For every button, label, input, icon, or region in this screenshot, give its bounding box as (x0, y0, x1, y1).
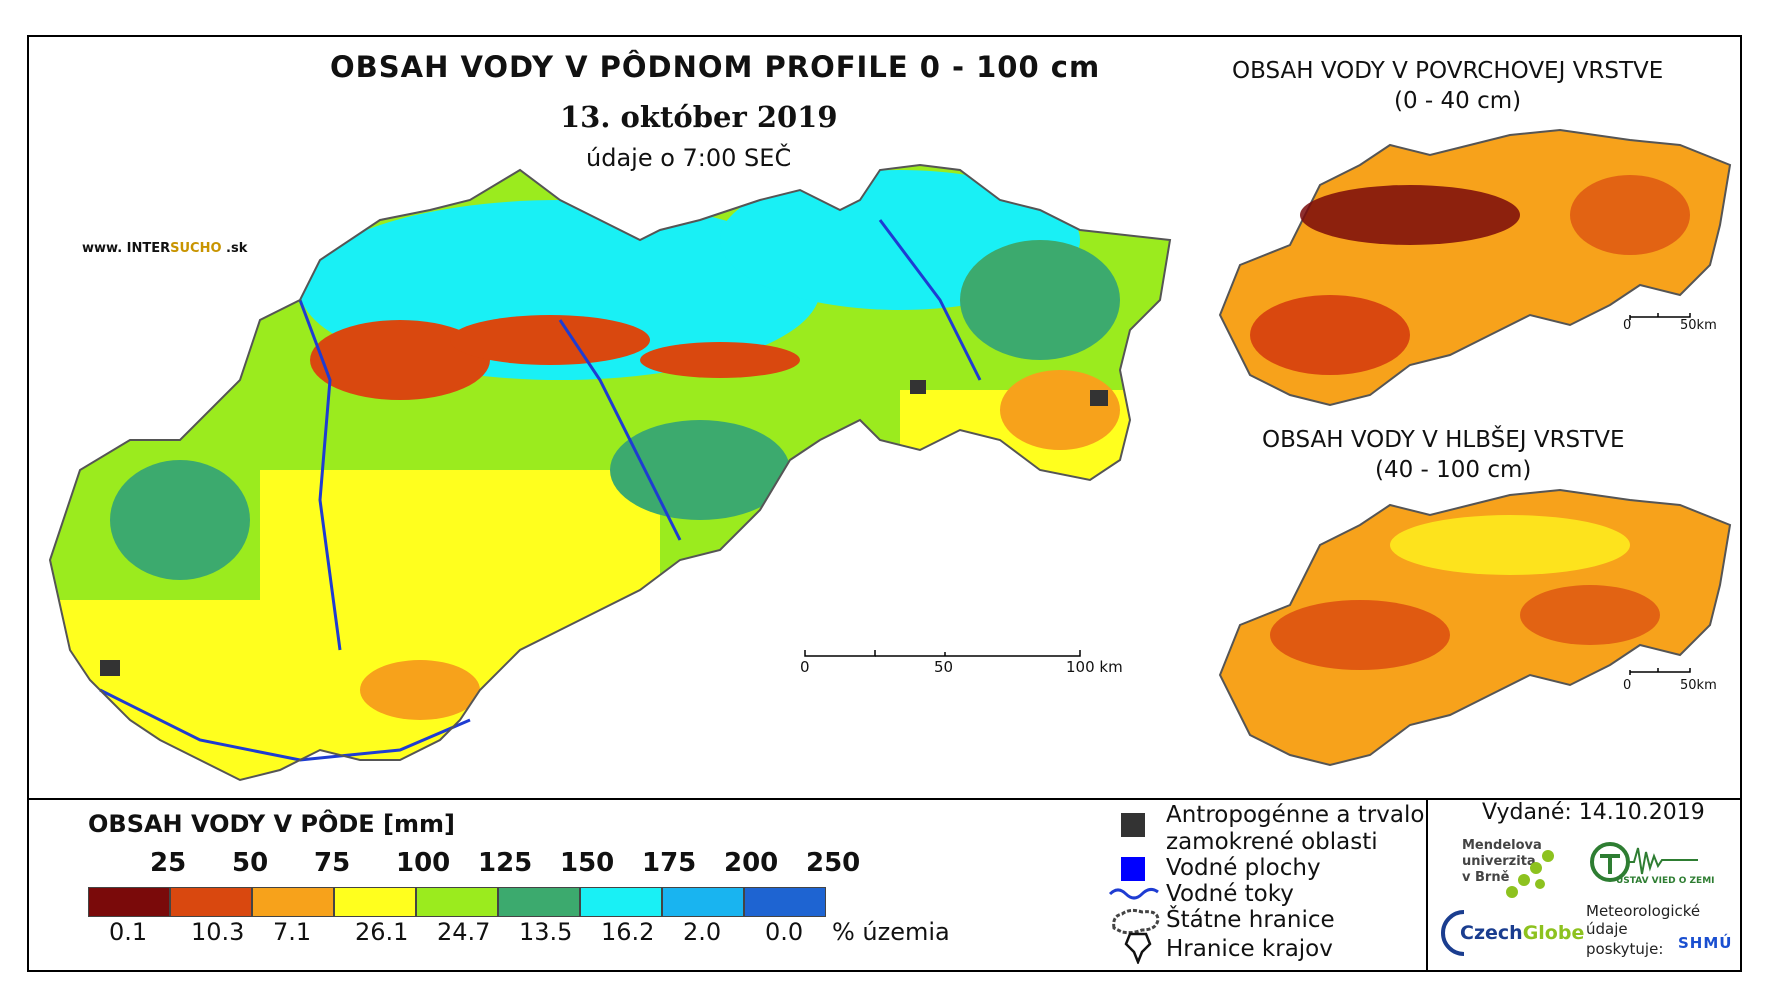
legend-class-percent: 0.0 (765, 918, 804, 946)
legend-class-swatch (334, 887, 416, 917)
legend-class-swatch (662, 887, 744, 917)
legend-tick-label: 200 (724, 848, 779, 878)
legend-tick-label: 100 (396, 848, 451, 878)
legend-tick-label: 25 (150, 848, 187, 878)
mendel-logo-icon (1506, 850, 1554, 898)
legend-rivers: Vodné toky (1166, 881, 1294, 907)
legend-urban-line2: zamokrené oblasti (1166, 829, 1378, 855)
state-border-icon (1112, 908, 1160, 935)
legend-water-bodies: Vodné plochy (1166, 855, 1321, 881)
map-title: OBSAH VODY V PÔDNOM PROFILE 0 - 100 cm (330, 50, 1101, 84)
legend-class-percent: 13.5 (519, 918, 573, 946)
legend-tick-label: 150 (560, 848, 615, 878)
scale-label-50: 50 (934, 658, 954, 676)
legend-class-percent: 0.1 (109, 918, 148, 946)
inset-bottom-scale-0: 0 (1623, 678, 1632, 693)
legend-tick-label: 250 (806, 848, 861, 878)
website-suffix: .sk (221, 241, 248, 256)
map-frame (27, 35, 1742, 972)
legend-class-swatch (88, 887, 170, 917)
czechglobe-czech: Czech (1460, 922, 1523, 944)
legend-class-swatch (170, 887, 252, 917)
map-time: údaje o 7:00 SEČ (586, 144, 792, 172)
website-brand: SUCHO (170, 241, 222, 256)
legend-title: OBSAH VODY V PÔDE [mm] (88, 810, 456, 838)
inset-map-top (1218, 128, 1732, 407)
legend-class-swatch (498, 887, 580, 917)
legend-tick-label: 125 (478, 848, 533, 878)
legend-class-percent: 10.3 (191, 918, 245, 946)
legend-class-swatch (416, 887, 498, 917)
inset-map-bottom (1218, 488, 1732, 767)
met-line2: údaje (1586, 920, 1628, 938)
inset-top-scale-0: 0 (1623, 318, 1632, 333)
legend-percent-unit: % územia (832, 918, 950, 946)
czechglobe-globe: Globe (1522, 922, 1585, 944)
mendel-line3: v Brně (1462, 870, 1510, 885)
legend-region-border: Hranice krajov (1166, 936, 1333, 962)
legend-tick-label: 50 (232, 848, 269, 878)
region-border-icon (1124, 932, 1152, 964)
legend-class-swatch (744, 887, 826, 917)
ustav-label: ÚSTAV VIED O ZEMI (1616, 876, 1715, 886)
mendel-line1: Mendelova (1462, 838, 1542, 853)
czechglobe-logo: CzechGlobe (1460, 922, 1584, 944)
legend-class-percent: 2.0 (683, 918, 722, 946)
issued-date: Vydané: 14.10.2019 (1482, 800, 1705, 825)
met-line3: poskytuje: (1586, 940, 1664, 958)
inset-bottom-subtitle: (40 - 100 cm) (1375, 457, 1532, 483)
inset-top-subtitle: (0 - 40 cm) (1394, 88, 1522, 114)
ustav-logo-icon (1590, 842, 1698, 882)
inset-top-scale-50: 50km (1680, 318, 1717, 333)
website-prefix: www. INTER (82, 241, 171, 256)
water-body-icon (1121, 857, 1145, 881)
legend-class-percent: 7.1 (273, 918, 312, 946)
czechglobe-logo-icon (1441, 910, 1465, 956)
legend-tick-label: 175 (642, 848, 697, 878)
shmu-logo: SHMÚ (1678, 934, 1733, 952)
scale-label-100: 100 km (1066, 658, 1123, 676)
river-icon (1108, 887, 1159, 900)
legend-state-border: Štátne hranice (1166, 907, 1335, 933)
inset-bottom-scale-50: 50km (1680, 678, 1717, 693)
legend-class-percent: 26.1 (355, 918, 409, 946)
map-date: 13. október 2019 (560, 100, 838, 134)
urban-area-icon (1121, 813, 1145, 837)
website-label: www. INTERSUCHO .sk (82, 241, 247, 256)
inset-bottom-title: OBSAH VODY V HLBŠEJ VRSTVE (1262, 427, 1625, 453)
footer-separator (1426, 798, 1428, 972)
met-line1: Meteorologické (1586, 902, 1701, 920)
legend-class-swatch (252, 887, 334, 917)
legend-urban-line1: Antropogénne a trvalo (1166, 802, 1425, 828)
scale-label-0: 0 (800, 658, 810, 676)
legend-tick-label: 75 (314, 848, 351, 878)
inset-top-title: OBSAH VODY V POVRCHOVEJ VRSTVE (1232, 58, 1664, 84)
legend-class-percent: 16.2 (601, 918, 655, 946)
legend-class-swatch (580, 887, 662, 917)
legend-separator (27, 798, 1742, 800)
legend-class-percent: 24.7 (437, 918, 491, 946)
mendel-line2: univerzita (1462, 854, 1536, 869)
